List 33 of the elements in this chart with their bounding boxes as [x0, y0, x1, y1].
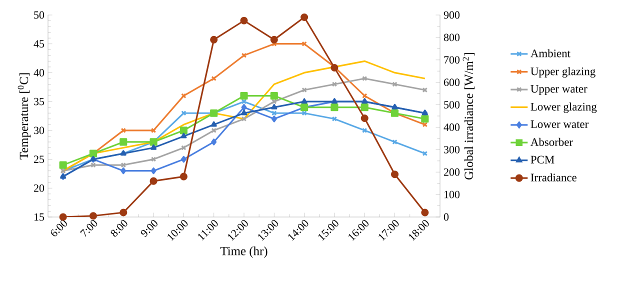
y-tick-label: 20 — [34, 184, 44, 192]
y2-tick-label: 600 — [444, 78, 460, 86]
legend-label: Lower glazing — [530, 102, 597, 113]
legend-label: Upper glazing — [530, 67, 596, 78]
y-tick-label: 25 — [34, 156, 44, 163]
y2-tick-label: 300 — [444, 146, 460, 154]
y-tick-label: 50 — [34, 11, 44, 19]
y2-axis-title: Global irradiance [W/m$^{2}$] — [462, 52, 475, 180]
y2-tick-label: 500 — [444, 101, 460, 108]
y-tick-label: 45 — [34, 40, 44, 48]
x-tick-label: 8:00 — [110, 220, 128, 237]
legend-label: Upper water — [530, 85, 588, 95]
y2-tick-label: 700 — [444, 56, 460, 64]
x-axis-title: Time (hr) — [220, 246, 268, 258]
legend-label: Lower water — [530, 120, 589, 128]
y-tick-label: 35 — [34, 98, 44, 106]
y-tick-label: 15 — [34, 213, 44, 221]
y2-tick-label: 200 — [444, 168, 460, 176]
legend-label: Ambient — [530, 49, 570, 58]
y2-tick-label: 0 — [444, 213, 449, 221]
y2-tick-label: 800 — [444, 34, 460, 42]
y2-tick-label: 900 — [444, 11, 460, 19]
y2-tick-label: 400 — [444, 124, 460, 131]
x-tick-label: 7:00 — [80, 220, 98, 237]
y-axis-title: Temperature [$^{0}$C] — [18, 73, 31, 160]
x-tick-label: 6:00 — [50, 220, 67, 236]
x-tick-label: 9:00 — [140, 220, 158, 238]
y2-tick-label: 100 — [444, 190, 460, 198]
legend-label: PCM — [530, 156, 554, 164]
legend-label: Irradiance — [530, 173, 576, 182]
y-tick-label: 30 — [34, 126, 44, 134]
legend-label: Absorber — [530, 138, 573, 146]
y-tick-label: 40 — [34, 69, 44, 76]
